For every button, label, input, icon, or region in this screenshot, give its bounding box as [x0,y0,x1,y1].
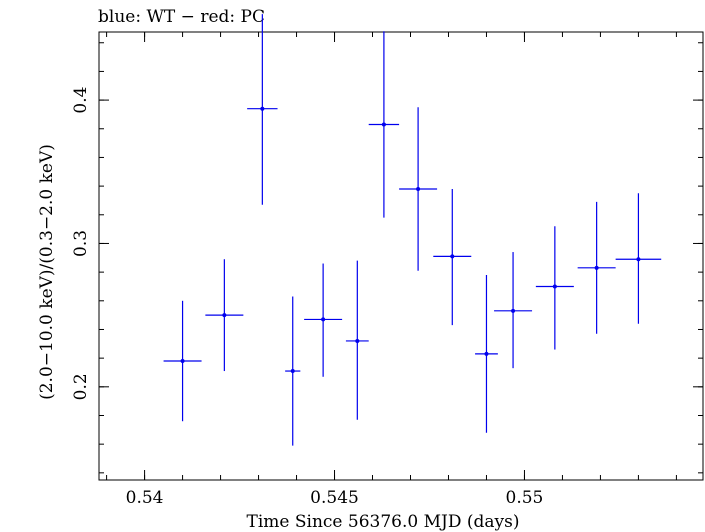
data-marks [163,14,662,446]
data-marker [484,351,489,356]
data-point [494,252,533,369]
data-marker [355,338,360,343]
data-marker [381,122,386,127]
data-point [535,226,574,350]
data-marker [416,186,421,191]
x-axis-title: Time Since 56376.0 MJD (days) [247,512,520,532]
axis-ticks [99,32,703,480]
data-point [205,259,244,372]
data-point [615,193,662,324]
data-point [285,296,301,446]
y-tick-label: 0.4 [71,87,91,114]
x-tick-label: 0.55 [506,488,544,508]
x-tick-label: 0.545 [310,488,359,508]
x-tick-label: 0.54 [126,488,164,508]
data-marker [636,257,641,262]
plot-frame [98,31,704,481]
data-marker [321,317,326,322]
data-marker [260,106,265,111]
data-marker [222,313,227,318]
data-point [399,107,438,271]
y-axis-title: (2.0−10.0 keV)/(0.3−2.0 keV) [37,144,57,400]
data-point [577,201,616,334]
data-marker [450,254,455,259]
data-point [247,14,278,205]
data-marker [511,308,516,313]
y-tick-label: 0.3 [71,230,91,257]
chart-title: blue: WT − red: PC [98,7,265,27]
data-marker [180,359,185,364]
data-point [163,300,202,422]
tick-labels: 0.54 0.545 0.55 0.2 0.3 0.4 [71,87,543,508]
data-point [433,188,472,326]
data-point [368,31,400,218]
data-marker [594,265,599,270]
data-point [304,263,343,377]
data-marker [290,369,295,374]
y-tick-label: 0.2 [71,373,91,400]
data-marker [552,284,557,289]
data-point [345,260,369,420]
data-point [475,274,498,433]
